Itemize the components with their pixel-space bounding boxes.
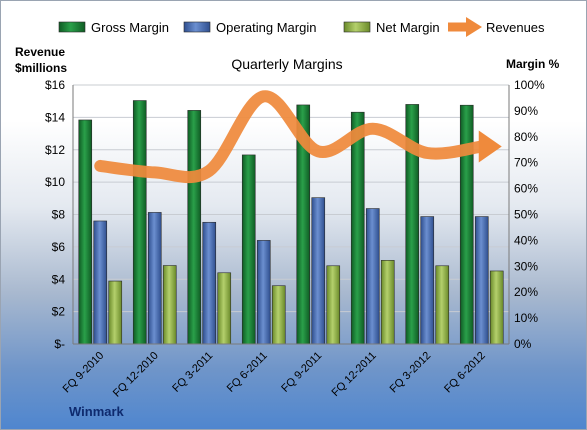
net-margin-bar	[162, 265, 177, 345]
revenue-line	[94, 90, 488, 184]
x-tick-label: FQ 3-2012	[388, 350, 434, 396]
company-label: Winmark	[69, 404, 125, 419]
net-margin-bar	[380, 260, 395, 345]
gross-margin-bar	[459, 104, 474, 345]
legend-item: Revenues	[448, 17, 545, 37]
gross-margin-bar	[187, 110, 202, 345]
left-tick-label: $12	[45, 143, 65, 157]
right-tick-label: 100%	[514, 78, 545, 92]
x-tick-label: FQ 9-2011	[279, 350, 324, 395]
net-margin-bar	[271, 285, 286, 345]
operating-margin-bar	[474, 216, 489, 345]
net-margin-bar	[217, 272, 232, 345]
left-tick-label: $14	[45, 110, 65, 124]
right-tick-label: 50%	[514, 208, 538, 222]
legend-label: Gross Margin	[91, 20, 169, 35]
legend-item: Gross Margin	[58, 20, 169, 35]
legend-label: Revenues	[486, 20, 545, 35]
left-tick-label: $4	[52, 272, 66, 286]
x-tick-label: FQ 6-2011	[225, 350, 270, 395]
legend-swatch	[343, 21, 371, 33]
operating-margin-bar	[365, 208, 380, 345]
left-tick-label: $6	[52, 240, 66, 254]
legend-label: Operating Margin	[216, 20, 316, 35]
left-tick-label: $16	[45, 78, 65, 92]
x-tick-label: FQ 3-2011	[170, 350, 215, 395]
right-tick-label: 80%	[514, 130, 538, 144]
operating-margin-bar	[93, 220, 108, 345]
left-axis-label-line2: $millions	[15, 61, 67, 75]
right-tick-label: 90%	[514, 104, 538, 118]
bar-layer	[78, 100, 504, 345]
right-tick-label: 40%	[514, 233, 538, 247]
legend-layer: Gross Margin Operating Margin Net Margin Re…	[58, 17, 545, 37]
gross-margin-bar	[78, 119, 93, 345]
left-tick-label: $8	[52, 208, 66, 222]
line-layer	[94, 90, 502, 184]
legend-swatch	[58, 21, 86, 33]
operating-margin-bar	[311, 197, 326, 345]
right-tick-label: 30%	[514, 259, 538, 273]
operating-margin-bar	[256, 240, 271, 345]
x-tick-label: FQ 12-2010	[111, 350, 161, 400]
right-axis-label: Margin %	[506, 57, 560, 71]
left-tick-label: $-	[54, 337, 65, 351]
revenue-line-arrowhead	[478, 130, 502, 163]
operating-margin-bar	[202, 221, 217, 345]
net-margin-bar	[435, 265, 450, 345]
legend-swatch	[183, 21, 211, 33]
chart-title: Quarterly Margins	[231, 56, 342, 72]
x-tick-label: FQ 12-2011	[329, 350, 378, 399]
left-tick-label: $2	[52, 305, 66, 319]
right-tick-label: 20%	[514, 285, 538, 299]
left-tick-label: $10	[45, 175, 65, 189]
net-margin-bar	[489, 270, 504, 345]
right-tick-label: 0%	[514, 337, 532, 351]
gross-margin-bar	[350, 111, 365, 345]
net-margin-bar	[326, 265, 341, 345]
net-margin-bar	[108, 280, 123, 345]
legend-item: Operating Margin	[183, 20, 316, 35]
x-tick-label: FQ 6-2012	[442, 350, 488, 396]
right-tick-label: 10%	[514, 311, 538, 325]
operating-margin-bar	[420, 216, 435, 345]
legend-item: Net Margin	[343, 20, 440, 35]
gross-margin-bar	[132, 100, 147, 345]
legend-swatch-arrow	[466, 17, 482, 37]
right-tick-label: 60%	[514, 182, 538, 196]
legend-label: Net Margin	[376, 20, 440, 35]
gross-margin-bar	[241, 154, 256, 345]
right-tick-label: 70%	[514, 156, 538, 170]
operating-margin-bar	[147, 212, 162, 345]
x-tick-label: FQ 9-2010	[61, 350, 107, 396]
left-axis-label-line1: Revenue	[15, 45, 65, 59]
